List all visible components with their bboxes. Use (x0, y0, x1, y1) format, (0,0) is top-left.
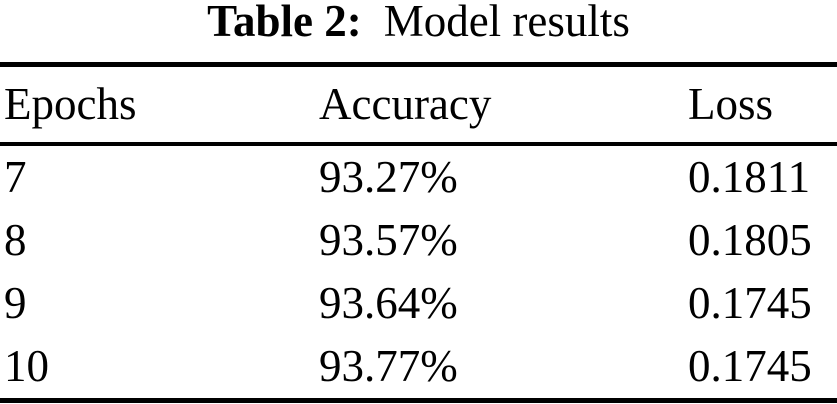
loss-cell: 0.1805 (688, 215, 812, 265)
epochs-cell: 8 (4, 215, 27, 265)
column-header-loss: Loss (688, 64, 837, 146)
epochs-cell: 9 (4, 278, 27, 328)
table-row: 7 93.27% 0.1811 (0, 144, 837, 209)
table-caption: Table 2: Model results (0, 0, 837, 62)
table-row: 9 93.64% 0.1745 (0, 272, 837, 335)
column-header-accuracy: Accuracy (319, 64, 688, 146)
results-table: Epochs Accuracy Loss 7 93.27% 0.1811 8 9… (0, 62, 837, 403)
accuracy-cell: 93.57% (319, 215, 458, 265)
epochs-cell: 10 (4, 341, 49, 391)
column-header-epochs: Epochs (0, 64, 319, 146)
header-row: Epochs Accuracy Loss (0, 64, 837, 146)
table-row: 10 93.77% 0.1745 (0, 335, 837, 401)
accuracy-cell: 93.27% (319, 152, 458, 202)
epochs-cell: 7 (4, 152, 27, 202)
loss-cell: 0.1811 (688, 152, 811, 202)
table-caption-label: Table 2: (207, 0, 362, 46)
loss-cell: 0.1745 (688, 278, 812, 328)
accuracy-cell: 93.64% (319, 278, 458, 328)
table-row: 8 93.57% 0.1805 (0, 209, 837, 272)
table-caption-text: Model results (383, 0, 630, 46)
loss-cell: 0.1745 (688, 341, 812, 391)
accuracy-cell: 93.77% (319, 341, 458, 391)
